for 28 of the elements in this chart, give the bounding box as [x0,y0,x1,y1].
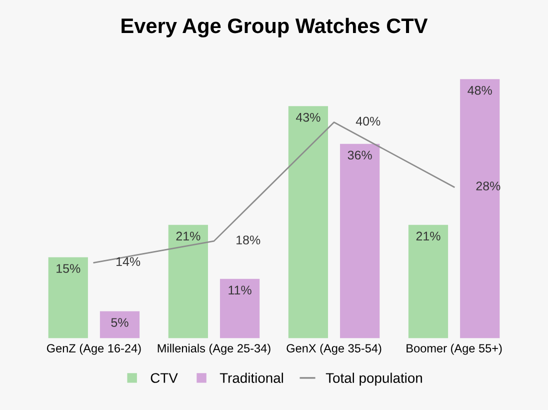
data-label: 48% [468,86,492,95]
x-tick-label: Millenials (Age 25-34) [158,344,270,355]
data-label: 15% [56,264,80,273]
bar [408,224,448,338]
legend-label: CTV [150,373,178,383]
bar [288,106,328,338]
legend-label: Traditional [220,372,283,383]
data-label: 43% [296,112,320,122]
bar [460,79,500,338]
x-tick-label: Boomer (Age 55+) [406,344,502,355]
x-tick-label: GenX (Age 35-54) [286,344,382,355]
data-label: 28% [476,182,500,190]
data-label: 11% [228,286,252,294]
data-label: 36% [348,150,372,160]
data-label: 14% [116,257,140,266]
bar [168,224,208,338]
chart-title: Every Age Group Watches CTV [122,18,428,38]
data-label: 40% [356,116,380,126]
data-label: 21% [416,232,440,240]
data-label: 21% [176,232,200,240]
data-label: 5% [111,318,128,327]
bar [48,257,88,338]
x-tick-label: GenZ (Age 16-24) [46,344,141,355]
bar [340,144,380,338]
bar [220,278,260,338]
data-label: 18% [236,236,260,244]
bar [100,311,140,338]
legend-label: Total population [326,372,422,386]
